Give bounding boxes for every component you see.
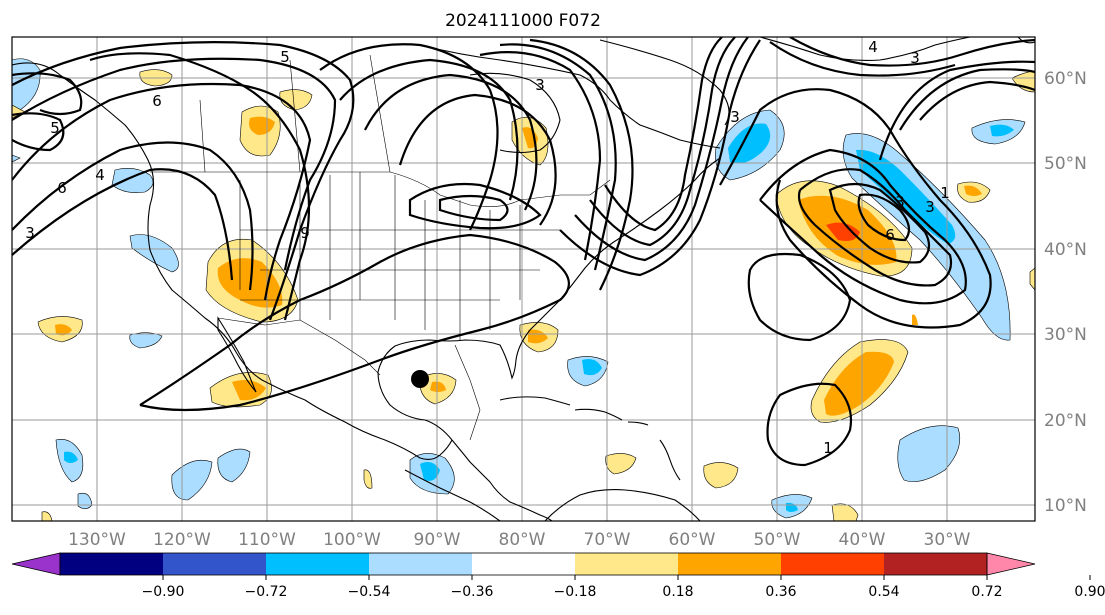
figure-title: 2024111000 F072 bbox=[445, 11, 601, 31]
contour-label: 5 bbox=[50, 119, 60, 137]
contour-lines bbox=[12, 37, 1035, 467]
contour-label: 3 bbox=[25, 224, 35, 242]
lon-label: 90°W bbox=[414, 530, 461, 550]
lat-label: 20°N bbox=[1044, 411, 1087, 431]
colorbar: −0.90 −0.72 −0.54 −0.36 −0.18 0.18 0.36 0.54 0.7… bbox=[11, 552, 1105, 600]
lon-label: 40°W bbox=[839, 530, 886, 550]
contour-label: 3 bbox=[910, 49, 920, 67]
contour-label: 3 bbox=[730, 108, 740, 126]
storm-center-marker bbox=[411, 370, 429, 388]
colorbar-tick-label: 0.18 bbox=[662, 584, 693, 600]
colorbar-segment bbox=[266, 553, 370, 575]
map-area: 5 6 5 6 4 3 9 3 3 3 4 3 3 6 1 1 bbox=[12, 37, 1035, 521]
contour-label: 3 bbox=[895, 193, 905, 211]
colorbar-tick-label: −0.36 bbox=[451, 584, 494, 600]
colorbar-tick-label: 0.36 bbox=[765, 584, 796, 600]
lon-label: 110°W bbox=[238, 530, 296, 550]
lat-label: 60°N bbox=[1044, 69, 1087, 89]
coastlines bbox=[12, 37, 1035, 521]
lon-label: 30°W bbox=[924, 530, 971, 550]
colorbar-tick-label: 0.90 bbox=[1074, 584, 1105, 600]
colorbar-extend-high bbox=[986, 552, 1036, 576]
lat-label: 50°N bbox=[1044, 154, 1087, 174]
colorbar-segment bbox=[369, 553, 473, 575]
colorbar-tick-label: −0.72 bbox=[245, 584, 288, 600]
lon-label: 120°W bbox=[153, 530, 211, 550]
lon-axis: 130°W 120°W 110°W 100°W 90°W 80°W 70°W 6… bbox=[68, 530, 971, 550]
contour-label: 6 bbox=[152, 92, 162, 110]
colorbar-segment bbox=[884, 553, 988, 575]
contour-label: 9 bbox=[300, 224, 310, 242]
lon-label: 50°W bbox=[754, 530, 801, 550]
lon-label: 60°W bbox=[669, 530, 716, 550]
contour-label: 4 bbox=[95, 166, 105, 184]
lat-label: 40°N bbox=[1044, 240, 1087, 260]
colorbar-segment bbox=[678, 553, 782, 575]
contour-label-group: 5 6 5 6 4 3 9 3 3 3 4 3 3 6 1 1 bbox=[25, 38, 950, 457]
contour-label: 3 bbox=[925, 198, 935, 216]
contour-label: 5 bbox=[280, 48, 290, 66]
colorbar-tick-label: 0.72 bbox=[971, 584, 1002, 600]
colorbar-tick-label: −0.18 bbox=[554, 584, 597, 600]
colorbar-tick-label: −0.54 bbox=[348, 584, 391, 600]
colorbar-segment bbox=[575, 553, 679, 575]
colorbar-extend-low bbox=[11, 552, 61, 576]
lon-label: 70°W bbox=[584, 530, 631, 550]
graticule bbox=[12, 37, 1035, 521]
colorbar-segment bbox=[781, 553, 885, 575]
contour-label: 4 bbox=[868, 38, 878, 56]
map-frame bbox=[11, 36, 1036, 522]
colorbar-segment bbox=[60, 553, 164, 575]
lat-label: 30°N bbox=[1044, 325, 1087, 345]
colorbar-segment bbox=[163, 553, 267, 575]
lon-label: 80°W bbox=[499, 530, 546, 550]
contour-label: 1 bbox=[823, 439, 833, 457]
contour-label: 6 bbox=[57, 179, 67, 197]
lon-label: 130°W bbox=[68, 530, 126, 550]
contour-label: 3 bbox=[535, 76, 545, 94]
lat-axis: 60°N 50°N 40°N 30°N 20°N 10°N bbox=[1044, 69, 1087, 516]
contour-label: 1 bbox=[940, 184, 950, 202]
lat-label: 10°N bbox=[1044, 496, 1087, 516]
colorbar-tick-label: 0.54 bbox=[868, 584, 899, 600]
colorbar-segment bbox=[472, 553, 576, 575]
colorbar-tick-label: −0.90 bbox=[142, 584, 185, 600]
lon-label: 100°W bbox=[323, 530, 381, 550]
colorbar-frame bbox=[59, 552, 988, 576]
contour-label: 6 bbox=[885, 226, 895, 244]
